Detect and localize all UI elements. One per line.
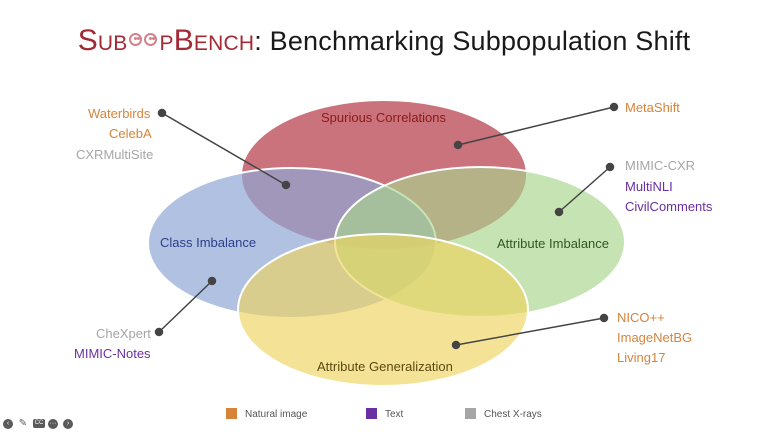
dataset-mimic-notes: MIMIC-Notes [74,346,151,361]
connector-dot [281,180,291,190]
connector-dot [154,327,164,337]
back-icon[interactable]: ‹ [3,419,13,429]
people-icon [128,23,158,54]
dataset-cxrmultisite: CXRMultiSite [76,147,154,162]
dataset-metashift: MetaShift [625,100,680,115]
connector-dot [599,313,609,323]
connector-waterbirds [161,112,287,186]
category-attribute-generalization: Attribute Generalization [317,359,453,374]
dataset-chexpert: CheXpert [96,326,151,341]
connector-dot [605,162,615,172]
legend-chest-xrays: Chest X-rays [465,408,542,420]
dataset-living17: Living17 [617,350,666,365]
connector-dot [451,340,461,350]
captions-icon[interactable]: CC [33,419,45,428]
legend-text: Text [366,408,403,420]
connector-dot [207,276,217,286]
connector-metashift [457,106,615,146]
dataset-imagenetbg: ImageNetBG [617,330,693,345]
more-icon[interactable]: ··· [48,419,58,429]
title-text: : Benchmarking Subpopulation Shift [254,26,691,56]
connector-mimic-cxr [558,166,611,213]
dataset-celeba: CelebA [109,126,152,141]
connector-dot [554,207,564,217]
category-class-imbalance: Class Imbalance [160,235,257,250]
forward-icon[interactable]: › [63,419,73,429]
dataset-nico: NICO++ [617,310,665,325]
category-spurious-correlations: Spurious Correlations [321,110,447,125]
connector-nico [455,317,605,346]
pencil-icon[interactable]: ✎ [18,418,28,429]
category-attribute-imbalance: Attribute Imbalance [497,236,610,251]
dataset-waterbirds: Waterbirds [88,106,151,121]
legend-natural-image: Natural image [226,408,307,420]
legend-swatch [366,408,377,419]
connector-dot [157,108,167,118]
connector-dot [453,140,463,150]
dataset-civilcomments: CivilComments [625,199,713,214]
slide-title: SUB PBENCH: Benchmarking Subpopulation Sh… [0,24,768,58]
connector-dot [609,102,619,112]
legend-swatch [226,408,237,419]
legend-swatch [465,408,476,419]
dataset-mimic-cxr: MIMIC-CXR [625,158,696,173]
dataset-multinli: MultiNLI [625,179,673,194]
brand-name: SUB PBENCH [77,23,255,57]
connector-chexpert [158,280,213,333]
